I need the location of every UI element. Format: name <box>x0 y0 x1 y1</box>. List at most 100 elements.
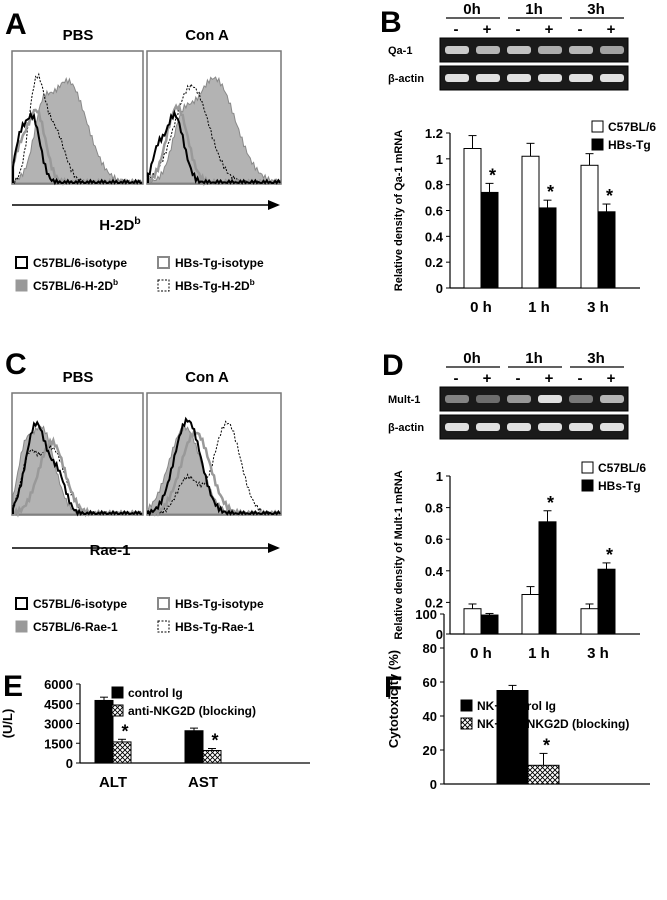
gel-band <box>569 423 593 431</box>
y-tick-label: 6000 <box>44 677 73 692</box>
legend-label: C57BL/6 <box>608 120 656 134</box>
y-tick-label: 1500 <box>44 736 73 751</box>
legend-label: C57BL/6 <box>598 461 646 475</box>
histogram-curve-c57-isotype <box>12 420 143 517</box>
legend-label: HBs-Tg-H-2Db <box>175 277 255 293</box>
y-axis-label: (U/L) <box>0 709 15 739</box>
panel-d: D 0h 1h 3h- + - + - +Mult-1β-actin 00.20.40.60.… <box>382 349 646 662</box>
legend-swatch <box>157 279 170 292</box>
gel-lane-sign: - <box>578 21 583 38</box>
x-tick-label: 3 h <box>587 299 609 316</box>
legend-swatch <box>15 279 28 292</box>
legend-swatch <box>111 704 124 717</box>
y-tick-label: 0 <box>436 627 443 642</box>
x-tick-label: ALT <box>99 774 127 791</box>
gel-strip <box>439 65 629 91</box>
gel-band <box>538 74 562 82</box>
gel-strip <box>439 414 629 440</box>
y-tick-label: 0.6 <box>425 532 443 547</box>
bar <box>112 741 132 764</box>
gel-time-label: 1h <box>525 1 543 18</box>
bar <box>538 521 557 635</box>
gel-band <box>569 74 593 82</box>
bar <box>184 730 204 764</box>
x-tick-label: 3 h <box>587 645 609 662</box>
x-tick-label: 0 h <box>470 645 492 662</box>
legend-swatch <box>15 256 28 269</box>
legend-swatch <box>157 597 170 610</box>
legend-c: C57BL/6-isotype HBs-Tg-isotype C57BL/6-R… <box>15 597 264 634</box>
legend-swatch <box>581 479 594 492</box>
gel-band <box>569 46 593 54</box>
x-tick-label: AST <box>188 774 218 791</box>
gel-band <box>476 395 500 403</box>
legend-label: C57BL/6-isotype <box>33 256 127 270</box>
panel-b: B 0h 1h 3h- + - + - +Qa-1β-actin 00.20.40.60.81… <box>380 1 656 316</box>
gel-band <box>445 395 469 403</box>
y-tick-label: 0.2 <box>425 595 443 610</box>
gel-band <box>445 423 469 431</box>
y-tick-label: 4500 <box>44 697 73 712</box>
legend-label: HBs-Tg <box>608 138 651 152</box>
legend-swatch <box>460 699 473 712</box>
gel-time-label: 1h <box>525 350 543 367</box>
gel-lane-sign: - <box>454 370 459 387</box>
gel-time-label: 0h <box>463 350 481 367</box>
significance-star: * <box>547 493 554 513</box>
legend-label: C57BL/6-isotype <box>33 597 127 611</box>
bar <box>496 690 529 785</box>
legend-swatch <box>15 620 28 633</box>
gel-lane-sign: + <box>607 21 616 38</box>
y-tick-label: 3000 <box>44 717 73 732</box>
histogram-curve-c57-isotype <box>147 109 281 185</box>
gel-band <box>476 423 500 431</box>
legend-swatch <box>157 256 170 269</box>
histogram-curve-c57-h2db <box>147 76 281 185</box>
panel-label-e: E <box>3 670 23 703</box>
y-tick-label: 0 <box>436 281 443 296</box>
histogram-title-pbs: PBS <box>63 369 94 386</box>
bar <box>580 608 599 635</box>
panel-label-a: A <box>5 8 27 41</box>
gel-band <box>600 74 624 82</box>
legend-swatch <box>591 120 604 133</box>
y-tick-label: 0 <box>430 777 437 792</box>
axis-label-rae1: Rae-1 <box>90 542 131 559</box>
gel-lane-sign: - <box>516 21 521 38</box>
panel-label-c: C <box>5 348 27 381</box>
x-tick-label: 0 h <box>470 299 492 316</box>
bar <box>94 699 114 764</box>
legend-swatch <box>581 461 594 474</box>
y-tick-label: 1 <box>436 152 443 167</box>
gel-band <box>507 395 531 403</box>
bar <box>580 164 599 289</box>
axis-label-h2db: H-2Db <box>99 215 140 234</box>
legend-label: HBs-Tg-isotype <box>175 597 264 611</box>
histogram-curve-tg-rae1 <box>147 420 281 516</box>
panel-e: E 0 1500 3000 4500 6000 (U/L) * ALT * AST control … <box>0 670 310 791</box>
bar <box>463 148 482 289</box>
panel-a: A PBS Con A H-2Db C57BL/6-isotype HBs-Tg… <box>5 8 282 293</box>
panel-label-b: B <box>380 6 402 39</box>
gel-band <box>569 395 593 403</box>
gel-time-label: 3h <box>587 1 605 18</box>
bar <box>521 155 540 289</box>
histogram-curve-c57-isotype <box>147 416 281 517</box>
x-tick-label: 1 h <box>528 299 550 316</box>
legend-label: NK+anti-NKG2D (blocking) <box>477 717 629 731</box>
significance-star: * <box>547 182 554 202</box>
y-axis-label: Relative density of Qa-1 mRNA <box>393 130 405 291</box>
y-tick-label: 20 <box>423 743 437 758</box>
gel-lane-sign: + <box>607 370 616 387</box>
panel-f: F 0 20 40 60 80 100 Cytotoxicity (%) * NK+contro… <box>384 607 650 792</box>
legend-label: control Ig <box>128 686 183 700</box>
gel-band <box>538 423 562 431</box>
y-axis-label: Cytotoxicity (%) <box>386 650 401 748</box>
y-tick-label: 0.8 <box>425 178 443 193</box>
bar <box>202 749 222 764</box>
bar <box>521 594 540 635</box>
y-axis-label: Relative density of Mult-1 mRNA <box>393 470 405 639</box>
gel-band <box>600 423 624 431</box>
legend-swatch <box>157 620 170 633</box>
y-tick-label: 0.6 <box>425 204 443 219</box>
